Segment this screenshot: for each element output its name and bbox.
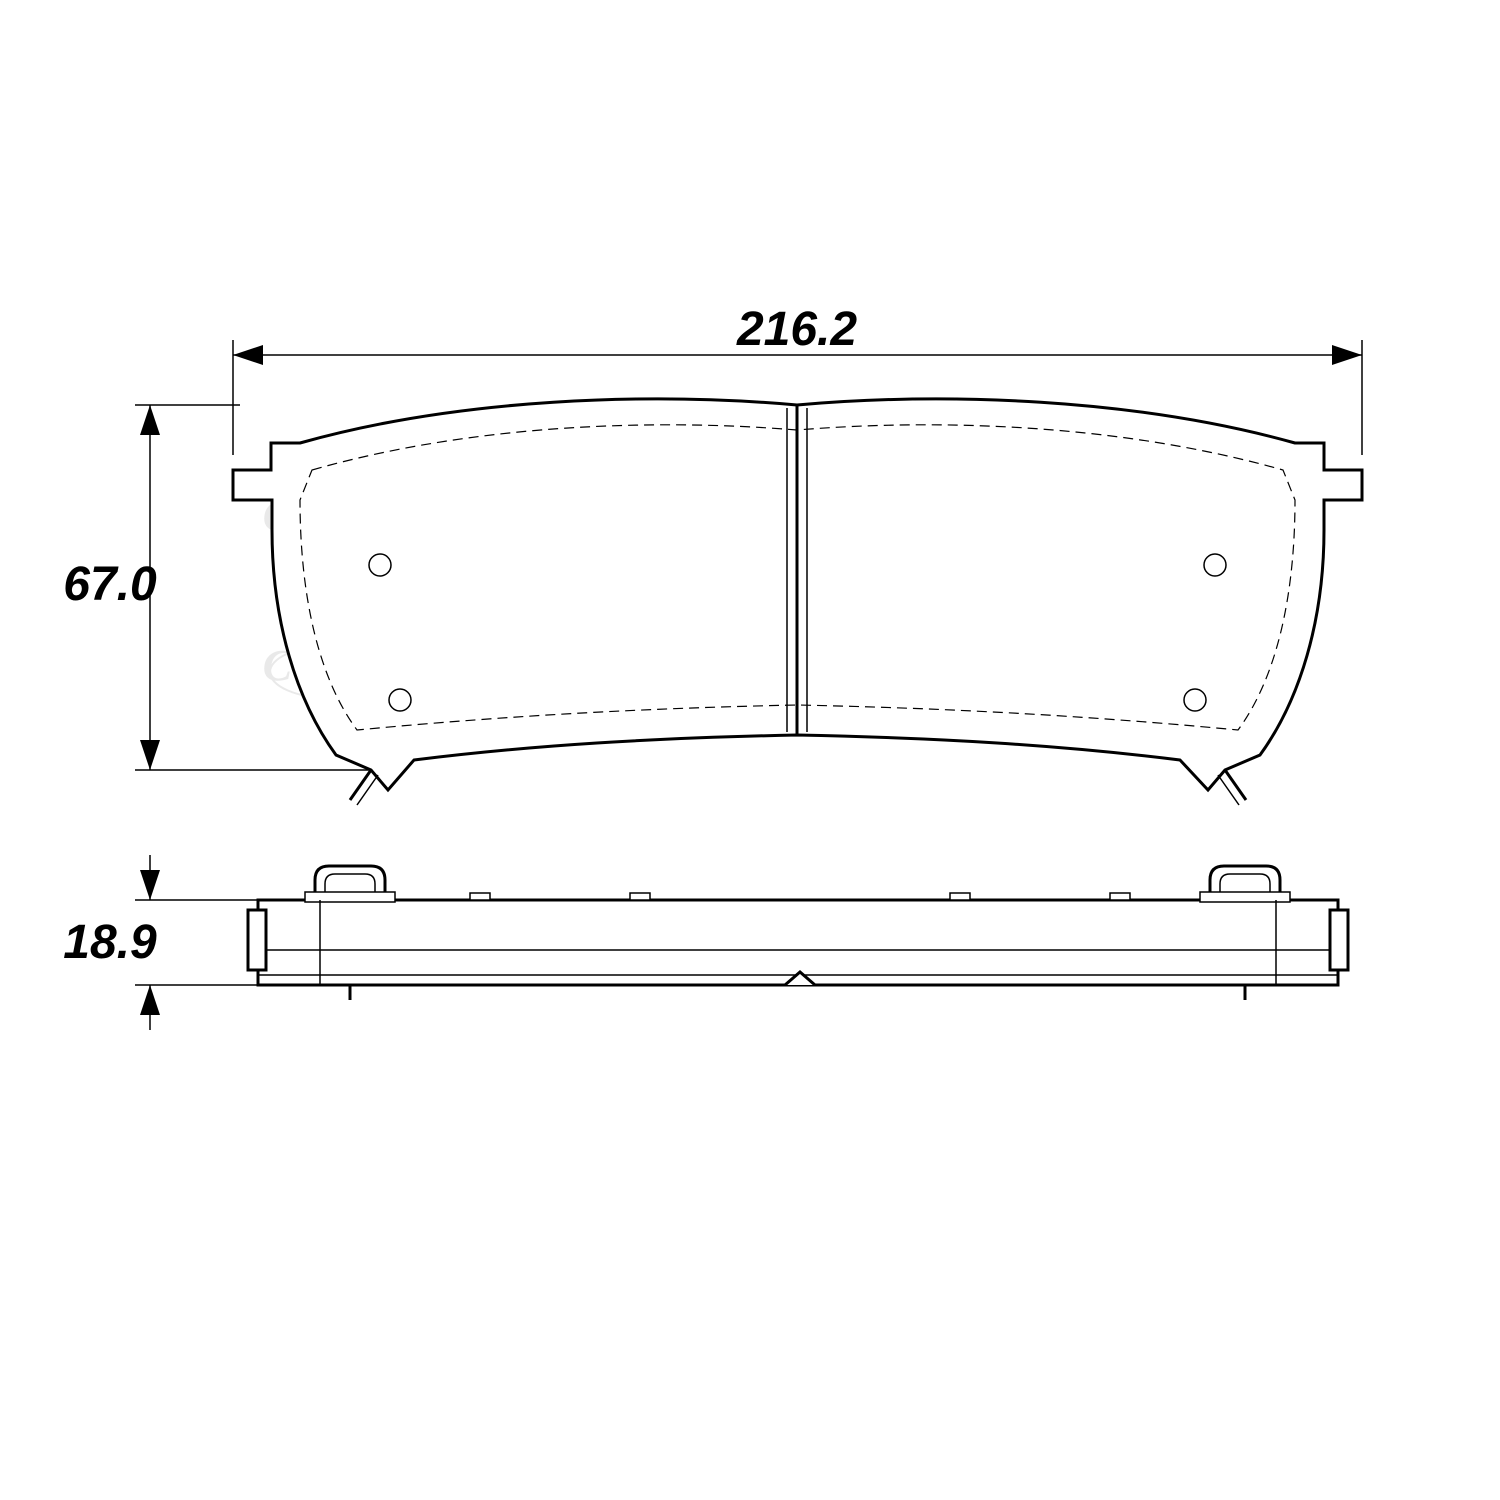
- locator-hole: [1184, 689, 1206, 711]
- dimension-height-label: 67.0: [63, 558, 157, 611]
- dimension-thickness-label: 18.9: [63, 916, 157, 969]
- dimension-thickness: 18.9: [63, 855, 258, 1030]
- retainer-clip: [1200, 866, 1290, 902]
- brake-pad-side-view: [248, 866, 1348, 1000]
- end-cap-right: [1330, 910, 1348, 970]
- locator-hole: [1204, 554, 1226, 576]
- alignment-tab: [1110, 893, 1130, 900]
- retainer-clip: [305, 866, 395, 902]
- brake-pad-front-view: [233, 399, 1362, 805]
- alignment-tab: [950, 893, 970, 900]
- dimension-width-label: 216.2: [736, 303, 857, 356]
- end-cap-left: [248, 910, 266, 970]
- technical-drawing: CentricPARTSCentricPARTSCentricPARTSCent…: [0, 0, 1500, 1500]
- locator-hole: [369, 554, 391, 576]
- alignment-tab: [630, 893, 650, 900]
- locator-hole: [389, 689, 411, 711]
- alignment-tab: [470, 893, 490, 900]
